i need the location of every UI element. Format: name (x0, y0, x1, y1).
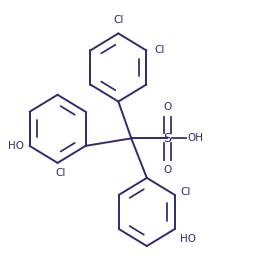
Text: OH: OH (187, 133, 203, 143)
Text: Cl: Cl (154, 45, 165, 55)
Text: S: S (164, 132, 172, 145)
Text: Cl: Cl (113, 15, 123, 25)
Text: O: O (163, 164, 172, 175)
Text: HO: HO (8, 141, 24, 151)
Text: O: O (163, 102, 172, 112)
Text: HO: HO (180, 235, 196, 244)
Text: Cl: Cl (55, 168, 65, 178)
Text: Cl: Cl (180, 187, 190, 197)
